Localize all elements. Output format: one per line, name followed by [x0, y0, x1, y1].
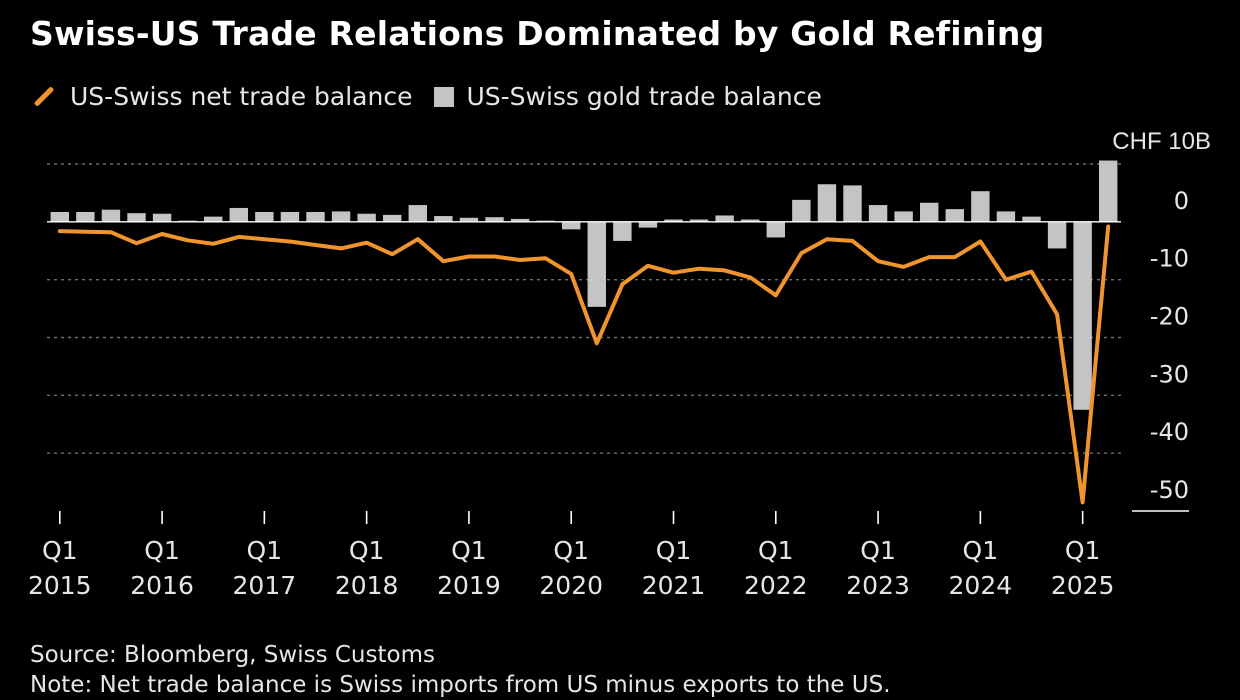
x-tick-label-year: 2016: [130, 571, 194, 600]
gold-trade-bar: [127, 213, 146, 222]
gold-trade-bar: [255, 212, 274, 222]
x-tick-label-quarter: Q1: [758, 536, 794, 565]
x-tick-label-quarter: Q1: [144, 536, 180, 565]
gold-trade-bar: [1073, 221, 1092, 410]
gold-trade-bar: [689, 219, 709, 222]
x-tick-label-year: 2015: [28, 571, 92, 600]
y-tick-label: 0: [1174, 187, 1189, 215]
gold-trade-bar: [408, 205, 427, 222]
y-tick-label: -40: [1150, 418, 1189, 446]
x-tick-label-quarter: Q1: [860, 536, 896, 565]
gold-trade-bar: [868, 205, 888, 222]
net-trade-line-layer: [57, 224, 1111, 505]
gold-trade-bar: [1099, 160, 1118, 222]
gold-trade-bar: [434, 216, 453, 222]
gold-trade-bars: [50, 160, 1118, 410]
gold-trade-bar: [843, 185, 862, 222]
gold-trade-bar: [229, 207, 248, 222]
x-tick-label-year: 2021: [642, 571, 706, 600]
x-tick-label-year: 2022: [744, 571, 808, 600]
gold-trade-bar: [331, 211, 351, 222]
gold-trade-bar: [971, 191, 990, 222]
gold-trade-bar: [280, 212, 300, 222]
gold-trade-bar: [76, 212, 95, 222]
gold-trade-bar: [996, 211, 1016, 222]
y-axis: CHF 10B 0 -10 -20 -30 -40 -50: [1112, 128, 1211, 512]
gold-trade-bar: [817, 184, 837, 222]
gold-trade-bar: [510, 218, 530, 222]
legend-item-net-trade: US-Swiss net trade balance: [30, 82, 412, 111]
gold-trade-bar: [562, 221, 581, 230]
gold-trade-bar: [152, 213, 172, 222]
y-axis-unit-label: CHF 10B: [1112, 128, 1211, 155]
gold-trade-bar: [613, 221, 632, 241]
legend-label-net-trade: US-Swiss net trade balance: [70, 82, 413, 111]
gold-trade-bar: [1022, 216, 1041, 222]
x-tick-label-quarter: Q1: [349, 536, 385, 565]
chart-title: Swiss-US Trade Relations Dominated by Go…: [30, 14, 1045, 53]
y-tick-label: -10: [1150, 245, 1189, 273]
footer: Source: Bloomberg, Swiss Customs Note: N…: [30, 640, 891, 700]
x-tick-label-year: 2020: [539, 571, 603, 600]
x-tick-label-year: 2017: [233, 571, 297, 600]
gold-trade-bar: [50, 212, 69, 222]
gold-trade-bar: [306, 212, 325, 222]
y-tick-label: -30: [1150, 360, 1189, 388]
gold-trade-bar: [383, 214, 402, 222]
x-tick-label-quarter: Q1: [553, 536, 589, 565]
x-tick-label-quarter: Q1: [451, 536, 487, 565]
x-tick-label-quarter: Q1: [963, 536, 999, 565]
gold-trade-bar: [485, 217, 504, 222]
x-axis: Q1 2015 Q1 2016 Q1 2017 Q1 2018 Q1 2019 Q1 2020 Q1 20…: [28, 511, 1114, 600]
gold-trade-bar: [357, 213, 376, 222]
x-tick-label-year: 2024: [949, 571, 1013, 600]
source-note: Source: Bloomberg, Swiss Customs: [30, 642, 435, 668]
x-tick-label-year: 2019: [437, 571, 501, 600]
gold-trade-bar: [945, 209, 964, 222]
y-tick-label: -20: [1150, 303, 1189, 331]
x-tick-label-quarter: Q1: [1065, 536, 1101, 565]
gold-trade-bar: [715, 215, 734, 222]
x-tick-label-year: 2023: [846, 571, 910, 600]
legend: US-Swiss net trade balance US-Swiss gold…: [30, 82, 844, 111]
gold-trade-bar: [766, 221, 785, 238]
gold-trade-bar: [101, 209, 121, 222]
x-tick-label-quarter: Q1: [247, 536, 283, 565]
gold-trade-bar: [587, 221, 606, 307]
gold-trade-bar: [204, 216, 223, 222]
y-tick-label: -50: [1150, 476, 1189, 504]
legend-bar-swatch: [434, 86, 455, 107]
x-tick-label-year: 2025: [1051, 571, 1115, 600]
gold-trade-bar: [741, 219, 760, 222]
gold-trade-bar: [638, 221, 658, 228]
legend-label-gold-trade: US-Swiss gold trade balance: [466, 82, 822, 111]
x-tick-label-quarter: Q1: [42, 536, 78, 565]
gold-trade-bar: [792, 199, 811, 222]
gold-trade-bar: [1047, 221, 1067, 249]
legend-item-gold-trade: US-Swiss gold trade balance: [434, 82, 822, 111]
x-tick-label-year: 2018: [335, 571, 399, 600]
x-tick-label-quarter: Q1: [656, 536, 692, 565]
gold-trade-bar: [920, 202, 939, 222]
gold-trade-bar: [664, 219, 683, 222]
footnote: Note: Net trade balance is Swiss imports…: [30, 672, 891, 698]
gold-trade-bar: [894, 211, 913, 222]
gold-trade-bar: [459, 217, 479, 222]
net-trade-line: [57, 224, 1111, 505]
